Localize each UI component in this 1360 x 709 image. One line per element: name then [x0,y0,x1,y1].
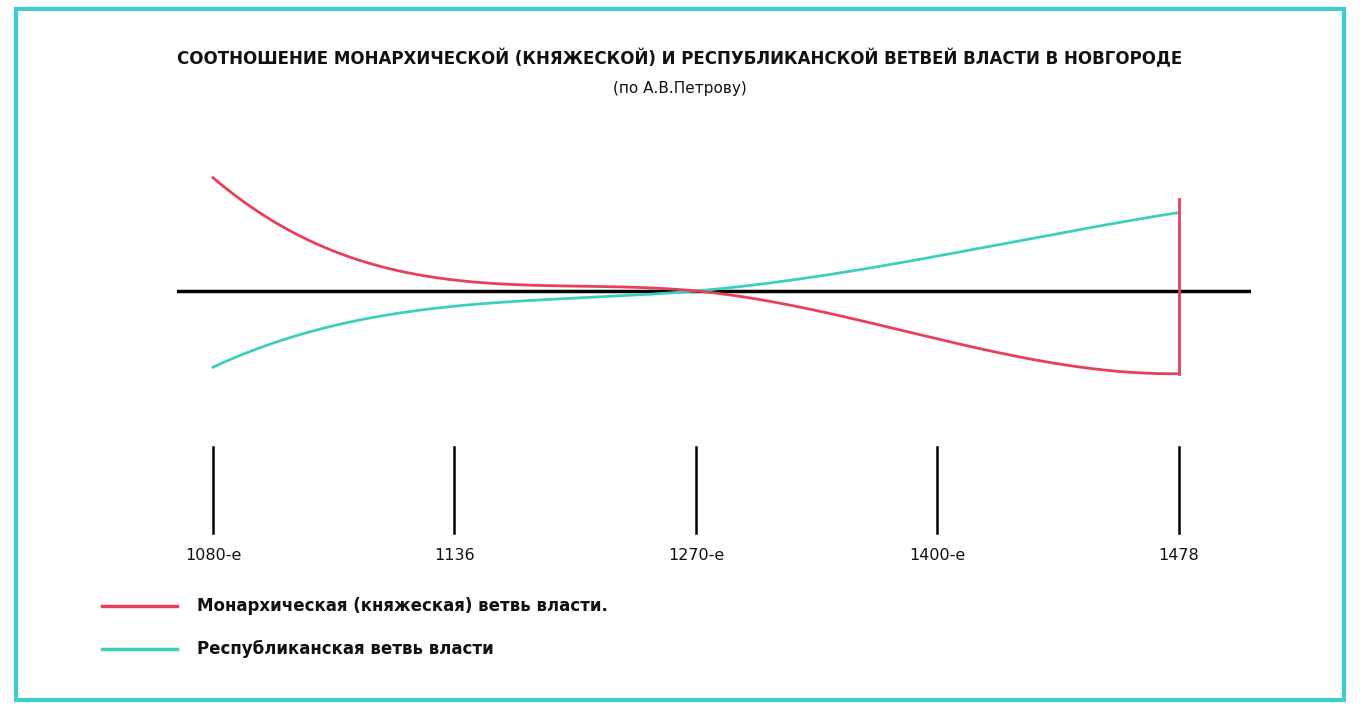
Text: 1400-е: 1400-е [910,547,966,563]
Text: 1478: 1478 [1159,547,1200,563]
Text: Монархическая (княжеская) ветвь власти.: Монархическая (княжеская) ветвь власти. [197,597,608,615]
Text: Республиканская ветвь власти: Республиканская ветвь власти [197,640,494,658]
Text: СООТНОШЕНИЕ МОНАРХИЧЕСКОЙ (КНЯЖЕСКОЙ) И РЕСПУБЛИКАНСКОЙ ВЕТВЕЙ ВЛАСТИ В НОВГОРОД: СООТНОШЕНИЕ МОНАРХИЧЕСКОЙ (КНЯЖЕСКОЙ) И … [177,48,1183,68]
Text: 1136: 1136 [434,547,475,563]
Text: (по А.В.Петрову): (по А.В.Петрову) [613,81,747,96]
Text: 1080-е: 1080-е [185,547,241,563]
Text: 1270-е: 1270-е [668,547,724,563]
